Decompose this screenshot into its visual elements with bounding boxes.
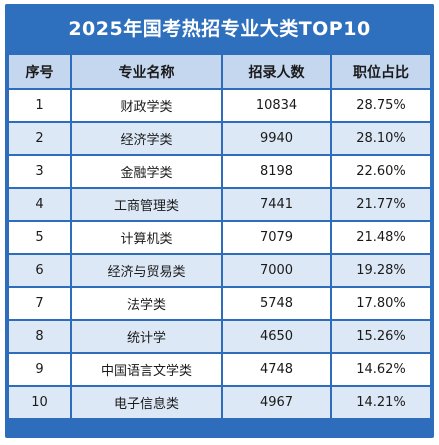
table-row: 10 电子信息类 4967 14.21% [9,386,430,418]
ranking-table: 序号 专业名称 招录人数 职位占比 1 财政学类 10834 28.75% 2 … [9,55,430,418]
cell-major: 金融学类 [71,155,223,189]
cell-major: 工商管理类 [71,188,223,222]
cell-ratio: 28.75% [331,89,430,123]
cell-count: 7000 [222,254,332,288]
cell-major: 经济与贸易类 [71,254,223,288]
cell-ratio: 14.21% [331,386,430,418]
cell-rank: 6 [9,254,72,288]
cell-rank: 3 [9,155,72,189]
table-title: 2025年国考热招专业大类TOP10 [5,4,434,51]
table-row: 2 经济学类 9940 28.10% [9,122,430,156]
table-frame: 2025年国考热招专业大类TOP10 序号 专业名称 招录人数 职位占比 1 财… [5,4,434,438]
cell-count: 4650 [222,320,332,354]
cell-rank: 4 [9,188,72,222]
table-row: 5 计算机类 7079 21.48% [9,221,430,255]
cell-ratio: 15.26% [331,320,430,354]
cell-major: 计算机类 [71,221,223,255]
header-count: 招录人数 [222,55,332,90]
cell-major: 中国语言文学类 [71,353,223,387]
cell-ratio: 22.60% [331,155,430,189]
cell-rank: 1 [9,89,72,123]
table-row: 6 经济与贸易类 7000 19.28% [9,254,430,288]
cell-count: 5748 [222,287,332,321]
header-ratio: 职位占比 [331,55,430,90]
header-row: 序号 专业名称 招录人数 职位占比 [9,55,430,90]
cell-count: 4748 [222,353,332,387]
table-row: 1 财政学类 10834 28.75% [9,89,430,123]
table-row: 3 金融学类 8198 22.60% [9,155,430,189]
cell-count: 7441 [222,188,332,222]
cell-rank: 5 [9,221,72,255]
cell-rank: 9 [9,353,72,387]
header-major: 专业名称 [71,55,223,90]
cell-major: 统计学 [71,320,223,354]
cell-rank: 7 [9,287,72,321]
header-rank: 序号 [9,55,72,90]
cell-ratio: 21.77% [331,188,430,222]
table-row: 4 工商管理类 7441 21.77% [9,188,430,222]
cell-count: 10834 [222,89,332,123]
cell-rank: 8 [9,320,72,354]
cell-ratio: 21.48% [331,221,430,255]
cell-rank: 10 [9,386,72,418]
cell-major: 电子信息类 [71,386,223,418]
cell-major: 法学类 [71,287,223,321]
cell-major: 财政学类 [71,89,223,123]
cell-count: 9940 [222,122,332,156]
cell-rank: 2 [9,122,72,156]
cell-count: 4967 [222,386,332,418]
cell-ratio: 19.28% [331,254,430,288]
cell-ratio: 28.10% [331,122,430,156]
cell-count: 8198 [222,155,332,189]
cell-major: 经济学类 [71,122,223,156]
cell-ratio: 14.62% [331,353,430,387]
table-row: 8 统计学 4650 15.26% [9,320,430,354]
cell-count: 7079 [222,221,332,255]
cell-ratio: 17.80% [331,287,430,321]
table-row: 7 法学类 5748 17.80% [9,287,430,321]
table-row: 9 中国语言文学类 4748 14.62% [9,353,430,387]
